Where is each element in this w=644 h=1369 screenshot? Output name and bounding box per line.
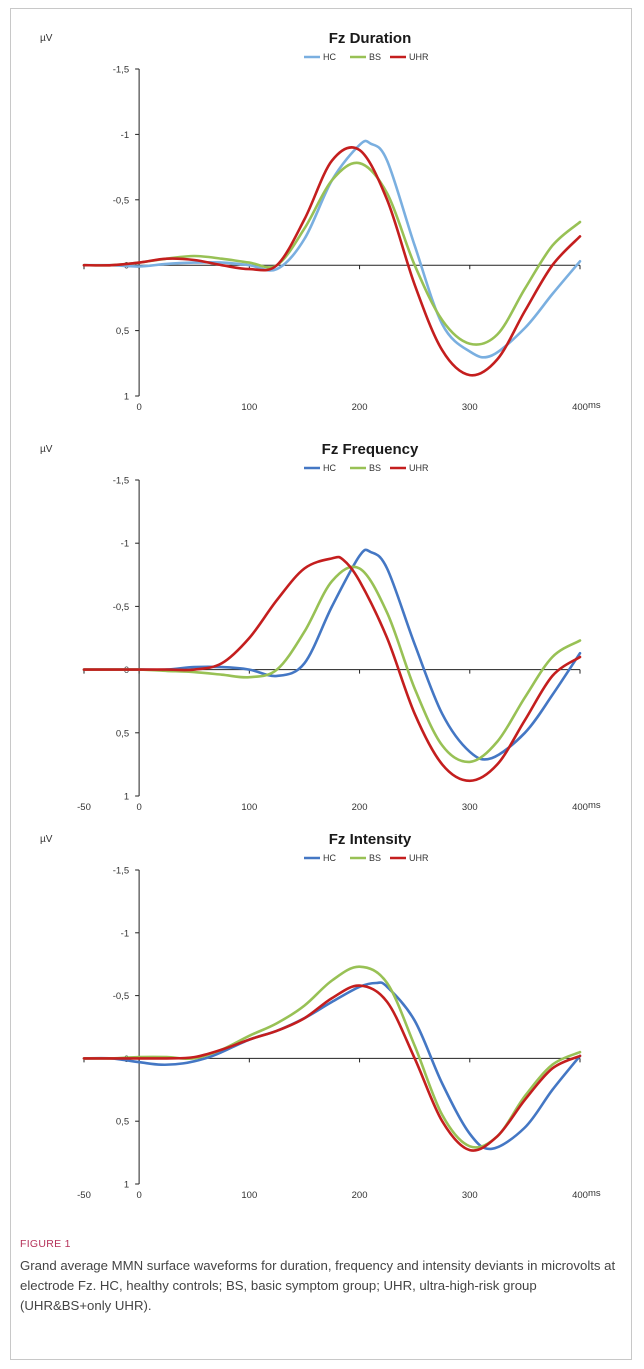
series-line-uhr [82,555,582,783]
x-tick-label: 100 [241,1190,257,1201]
figure-frame [10,8,632,1360]
legend-label-bs: BS [369,853,381,863]
series-line-uhr [82,146,582,377]
y-tick-label: 1 [124,792,129,803]
series-line-bs [82,965,582,1149]
x-axis-unit: ms [588,800,601,811]
x-tick-label: 0 [136,802,141,813]
y-tick-label: -0,5 [113,602,129,613]
x-tick-label: 100 [241,802,257,813]
x-tick-label: 200 [352,402,368,413]
x-axis-unit: ms [588,1188,601,1199]
y-tick-label: -1 [121,928,129,939]
y-axis-unit: µV [40,444,53,455]
x-tick-label: -50 [77,1190,91,1201]
x-tick-label: 400 [572,802,588,813]
series-line-uhr [82,984,582,1152]
chart-title: Fz Frequency [322,444,419,458]
y-tick-label: -1,5 [113,866,129,877]
y-tick-label: -1,5 [113,476,129,487]
y-tick-label: 1 [124,1180,129,1191]
y-tick-label: -0,5 [113,195,129,206]
x-tick-label: 300 [462,802,478,813]
y-tick-label: 0,5 [116,1117,129,1128]
y-axis-unit: µV [40,33,53,44]
figure-caption: FIGURE 1 Grand average MMN surface wavef… [20,1238,620,1316]
figure-label: FIGURE 1 [20,1238,71,1250]
legend-label-uhr: UHR [409,52,429,62]
legend-label-uhr: UHR [409,463,429,473]
x-tick-label: 300 [462,1190,478,1201]
chart-title: Fz Duration [329,30,412,47]
series-line-bs [82,565,582,764]
x-tick-label: 300 [462,402,478,413]
figure-caption-text: Grand average MMN surface waveforms for … [20,1258,616,1313]
chart-title: Fz Intensity [329,834,412,848]
y-tick-label: -0,5 [113,991,129,1002]
y-tick-label: 0,5 [116,728,129,739]
x-axis-unit: ms [588,400,601,411]
x-tick-label: 200 [352,802,368,813]
legend: HC BS UHR [304,853,429,863]
x-tick-label: -50 [77,802,91,813]
x-tick-label: 400 [572,1190,588,1201]
series-line-hc [82,139,582,359]
x-tick-label: 100 [241,402,257,413]
y-tick-label: -1 [121,539,129,550]
x-tick-label: 200 [352,1190,368,1201]
x-tick-label: 0 [136,1190,141,1201]
legend-label-hc: HC [323,52,336,62]
y-tick-label: -1,5 [113,65,129,76]
legend-label-uhr: UHR [409,853,429,863]
y-tick-label: -1 [121,130,129,141]
y-tick-label: 0,5 [116,326,129,337]
legend-label-hc: HC [323,853,336,863]
legend: HC BS UHR [304,52,429,62]
series-line-bs [82,161,582,346]
y-tick-label: 1 [124,392,129,403]
legend-label-bs: BS [369,52,381,62]
x-tick-label: 400 [572,402,588,413]
legend: HC BS UHR [304,463,429,473]
legend-label-hc: HC [323,463,336,473]
y-axis-unit: µV [40,834,53,845]
legend-label-bs: BS [369,463,381,473]
x-tick-label: 0 [136,402,141,413]
